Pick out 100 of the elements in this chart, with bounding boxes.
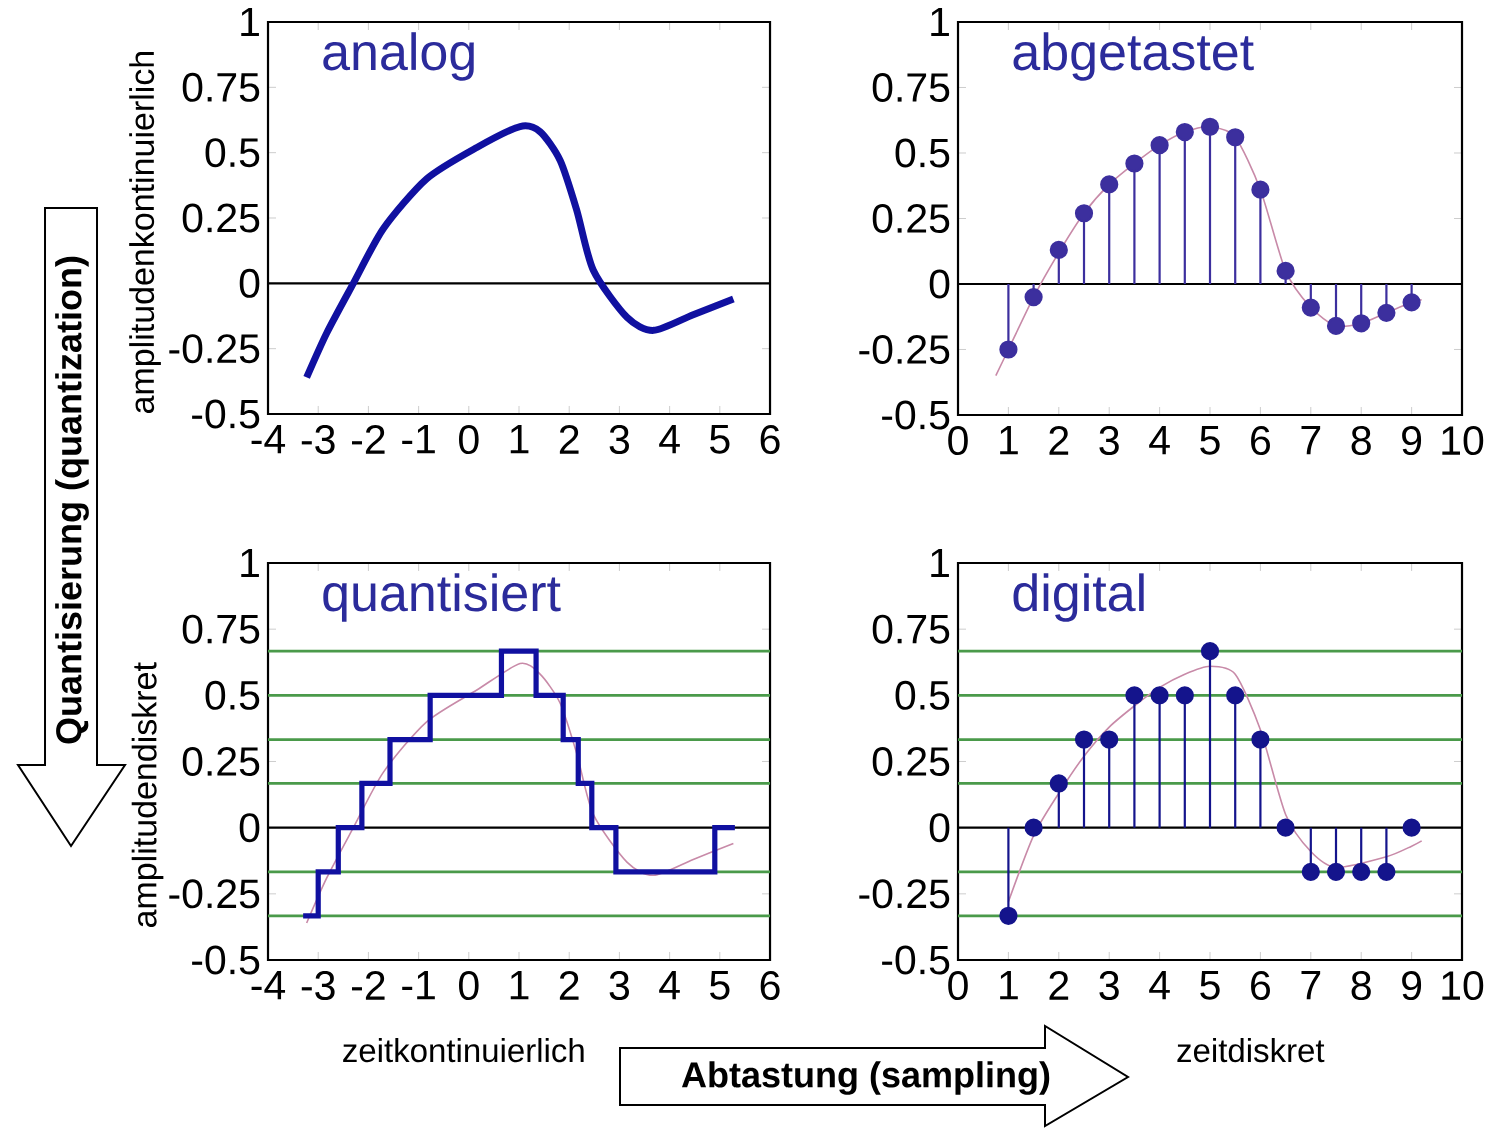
x-tick-label: 4 [1149, 426, 1170, 455]
y-tick-label: 0.5 [205, 680, 260, 710]
point [999, 906, 1018, 925]
x-tick-label: 7 [1301, 971, 1321, 1000]
x-tick-label: 1 [510, 425, 529, 454]
point [1074, 730, 1094, 749]
x-tick-label: 0 [459, 971, 479, 1001]
point [1024, 288, 1043, 307]
x-tick-label: 7 [1301, 426, 1321, 455]
x-tick-label: -3 [301, 971, 335, 1001]
point [1276, 261, 1295, 280]
x-tick-label: -2 [352, 971, 385, 1000]
y-tick-label: 1 [241, 7, 259, 37]
y-tick-label: 0.5 [895, 680, 950, 710]
x-tick-label: 2 [1049, 426, 1069, 455]
point [1150, 686, 1169, 705]
y-tick-label: 0 [239, 268, 260, 298]
y-tick-label: -0.25 [169, 334, 260, 364]
point [1402, 293, 1421, 312]
x-tick-label: 0 [459, 425, 479, 455]
chart-title: abgetastet [1013, 32, 1254, 81]
point [1352, 314, 1371, 333]
y-tick-label: 0.75 [872, 72, 950, 103]
point [1226, 686, 1245, 705]
x-tick-label: 5 [710, 971, 730, 1000]
y-tick-label: -0.25 [859, 879, 950, 909]
y-tick-label: 1 [931, 7, 949, 37]
x-tick-label: 2 [1049, 971, 1069, 1000]
y-tick-label: -0.25 [859, 334, 950, 365]
y-tick-label: 0.25 [872, 746, 950, 777]
point [1200, 642, 1220, 661]
point [1049, 774, 1068, 793]
point [1301, 862, 1320, 881]
x-tick-label: 2 [559, 425, 579, 454]
point [1125, 154, 1144, 173]
point [1100, 730, 1119, 749]
x-tick-label: 1 [1000, 426, 1018, 455]
y-tick-label: 0.75 [182, 72, 260, 102]
point [1251, 180, 1270, 199]
point [1125, 686, 1144, 705]
y-tick-label: 0.75 [872, 614, 950, 644]
chart-title: digital [1013, 573, 1144, 622]
y-tick-label: 0.25 [872, 203, 950, 234]
x-tick-label: 6 [1251, 426, 1270, 456]
x-tick-label: 3 [1099, 426, 1119, 456]
y-tick-label: 0 [929, 269, 950, 299]
y-axis-title: amplitudenkontinuierlich [129, 52, 161, 414]
x-tick-label: -2 [352, 425, 385, 454]
chart-title: analog [323, 32, 474, 81]
y-tick-label: 1 [241, 548, 259, 578]
point [1024, 818, 1043, 837]
x-tick-label: 10 [1442, 971, 1484, 1001]
y-tick-label: 0.5 [895, 138, 950, 168]
point [1276, 818, 1295, 837]
y-tick-label: -0.5 [882, 400, 950, 430]
x-tick-label: 3 [609, 971, 629, 1001]
point [1200, 117, 1220, 136]
x-tick-label: 4 [1149, 971, 1170, 1000]
x-tick-label: 3 [609, 425, 629, 455]
y-tick-label: 0.75 [182, 614, 260, 644]
y-tick-label: -0.25 [169, 879, 260, 909]
x-tick-label: 5 [1200, 971, 1220, 1000]
y-tick-label: 0.25 [182, 203, 260, 233]
y-tick-label: 0.25 [182, 746, 260, 777]
x-tick-label: 6 [1251, 971, 1270, 1001]
y-tick-label: 0.5 [205, 138, 260, 168]
point [1074, 204, 1094, 223]
x-tick-label: -3 [301, 425, 335, 455]
x-tick-label: 9 [1402, 971, 1422, 1001]
x-tick-label: 8 [1351, 971, 1371, 1001]
point [1326, 862, 1346, 881]
x-tick-label: -1 [402, 971, 435, 1000]
text: Quantisierung (quantization) [55, 256, 89, 744]
x-tick-label: 1 [510, 971, 529, 1000]
y-tick-label: 1 [931, 548, 949, 578]
x-tick-label: 6 [760, 425, 780, 455]
text: Abtastung (sampling) [681, 1061, 1050, 1095]
point [1301, 298, 1320, 317]
x-tick-label: 10 [1442, 426, 1484, 456]
point [1150, 136, 1169, 155]
point [1251, 730, 1270, 749]
point [1402, 818, 1421, 837]
y-tick-label: -0.5 [882, 945, 950, 975]
x-axis-title: zeitdiskret [1177, 1038, 1325, 1063]
x-tick-label: 6 [760, 971, 780, 1001]
chart-title: quantisiert [323, 573, 561, 622]
point [1226, 128, 1245, 147]
point [1377, 303, 1396, 322]
point [1352, 862, 1371, 881]
x-tick-label: 3 [1099, 971, 1119, 1001]
point [1049, 240, 1068, 260]
x-tick-label: 8 [1351, 426, 1371, 456]
point [1326, 316, 1346, 336]
x-tick-label: -1 [402, 425, 435, 454]
x-tick-label: 9 [1402, 426, 1422, 456]
x-tick-label: 1 [1000, 971, 1018, 1000]
point [1175, 122, 1194, 142]
x-tick-label: 4 [659, 425, 680, 454]
point [1175, 686, 1194, 705]
point [999, 340, 1018, 359]
